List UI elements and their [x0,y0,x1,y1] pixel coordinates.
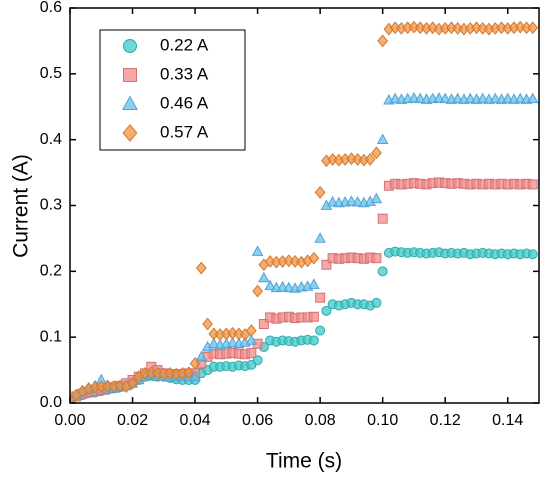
marker [189,357,201,370]
marker [314,232,326,243]
marker [252,284,263,298]
marker [526,92,539,104]
x-tick-label: 0.06 [242,412,273,429]
legend-label: 0.22 A [160,35,209,54]
plot-area [70,20,539,403]
marker [183,366,195,380]
marker [377,266,388,277]
marker [315,292,326,303]
marker [258,319,269,329]
marker [127,376,138,390]
marker [202,317,213,331]
y-tick-label: 0.4 [40,131,62,148]
marker [308,278,320,289]
marker [321,259,332,270]
legend-box [99,29,246,151]
marker [195,261,207,275]
marker [371,297,382,308]
marker [70,393,76,403]
marker [246,347,257,358]
marker [245,334,258,345]
marker [314,185,326,199]
marker [122,95,138,111]
marker [308,251,320,265]
x-tick-label: 0.08 [305,412,336,429]
marker [371,253,382,264]
marker [370,192,383,204]
marker [321,305,332,316]
x-tick-label: 0.00 [54,412,85,429]
x-tick-label: 0.12 [430,412,461,429]
marker [427,21,439,35]
y-tick-label: 0.0 [40,394,62,411]
x-tick-label: 0.04 [179,412,210,429]
x-tick-label: 0.10 [367,412,398,429]
x-tick-label: 0.14 [492,412,523,429]
y-tick-label: 0.1 [40,328,62,345]
legend-label: 0.46 A [160,93,209,112]
marker [195,350,208,362]
y-tick-label: 0.5 [40,65,62,82]
marker [258,271,270,283]
marker [377,213,388,224]
marker [308,311,319,322]
legend-label: 0.33 A [160,64,209,83]
marker [122,124,138,142]
legend-label: 0.57 A [160,122,209,141]
legend: 0.22 A 0.33 A 0.46 A 0.57 A [99,29,246,151]
marker [251,245,264,256]
y-tick-label: 0.2 [40,263,62,280]
marker [123,39,137,53]
marker [315,325,326,336]
marker [189,370,201,381]
marker [308,335,319,346]
marker [371,146,382,160]
y-tick-label: 0.3 [40,197,62,214]
marker [208,337,220,349]
marker [364,153,376,166]
marker [123,68,137,82]
x-axis-title: Time (s) [266,450,342,473]
marker [245,324,257,337]
y-tick-label: 0.6 [40,0,62,16]
marker [376,133,389,144]
x-tick-label: 0.02 [117,412,148,429]
y-axis-title: Current (A) [10,154,33,258]
marker [377,34,389,48]
marker [527,179,538,190]
series [70,20,539,403]
marker [264,279,276,291]
marker [527,249,538,260]
marker [527,21,539,35]
